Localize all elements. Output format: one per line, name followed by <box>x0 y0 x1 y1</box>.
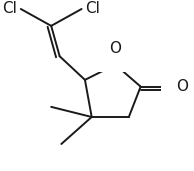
Text: O: O <box>109 41 121 56</box>
Text: Cl: Cl <box>3 2 17 16</box>
Text: O: O <box>176 79 188 94</box>
Text: Cl: Cl <box>85 2 100 16</box>
